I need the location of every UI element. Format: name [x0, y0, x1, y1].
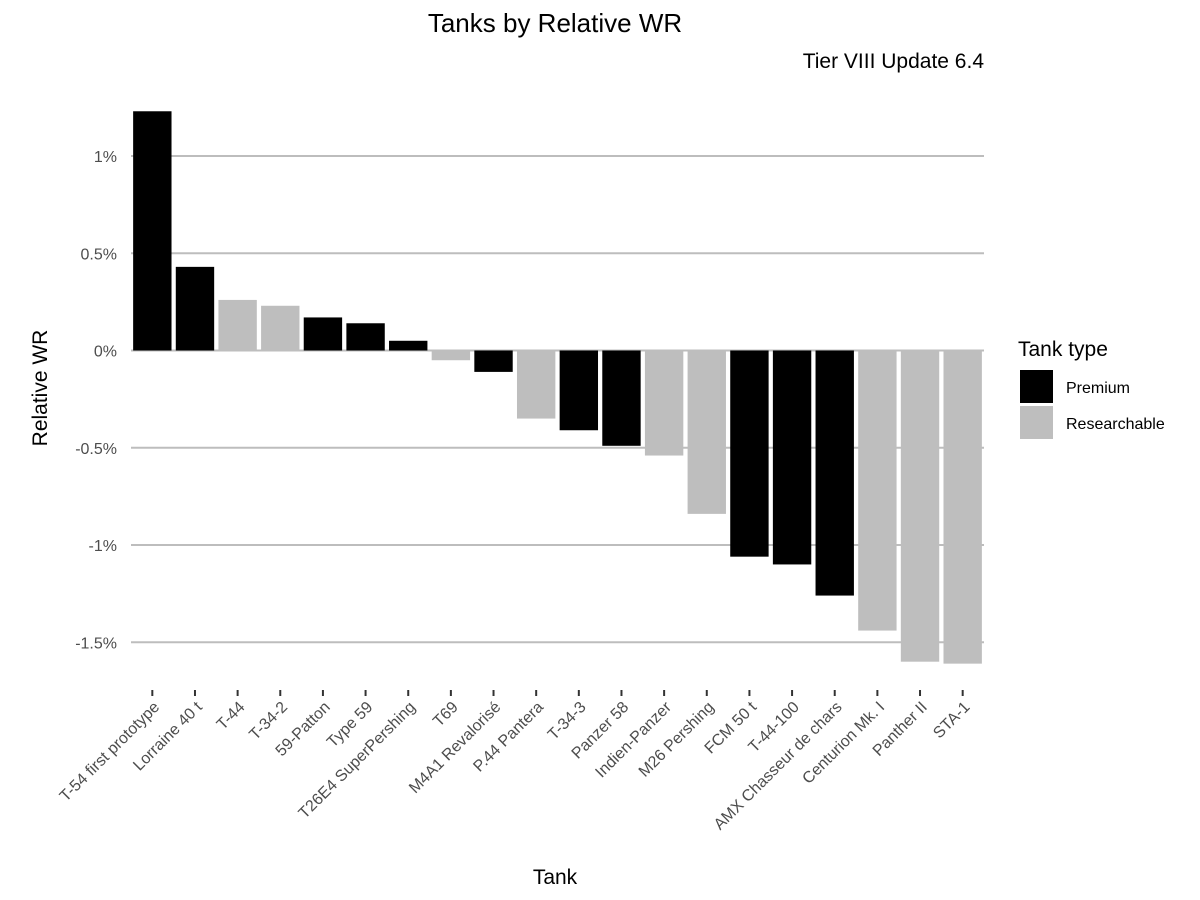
chart-subtitle: Tier VIII Update 6.4	[803, 50, 985, 73]
legend: Tank type Premium Researchable	[1018, 338, 1165, 439]
bar	[559, 350, 599, 431]
bar	[389, 340, 428, 351]
x-tick-label: STA-1	[930, 699, 973, 742]
bar	[687, 350, 726, 514]
bar	[900, 350, 940, 662]
y-tick-label: -1%	[89, 538, 117, 555]
bar	[133, 111, 172, 351]
bar	[261, 305, 300, 351]
bar	[772, 350, 812, 565]
bar	[218, 299, 257, 351]
x-tick-label: T-44	[214, 699, 249, 734]
y-tick-label: 0.5%	[81, 246, 117, 263]
y-tick-label: -1.5%	[75, 635, 117, 652]
x-tick-label: Indien-Panzer	[592, 698, 675, 781]
bar	[431, 350, 471, 361]
bar	[474, 350, 513, 372]
bar	[303, 317, 343, 351]
legend-label: Premium	[1066, 380, 1130, 397]
y-tick-label: 0%	[94, 344, 117, 361]
bar	[858, 350, 897, 631]
bar	[175, 266, 215, 351]
gridlines	[131, 155, 984, 644]
chart-title: Tanks by Relative WR	[428, 8, 682, 38]
bar	[644, 350, 684, 456]
bar	[815, 350, 854, 596]
y-axis-title: Relative WR	[29, 330, 52, 447]
x-tick-label: M26 Pershing	[636, 699, 718, 781]
bar	[730, 350, 769, 557]
x-axis-title: Tank	[533, 866, 578, 889]
bar	[602, 350, 641, 446]
y-axis: 1% 0.5% 0% -0.5% -1% -1.5%	[75, 149, 117, 652]
legend-title: Tank type	[1018, 338, 1108, 361]
y-tick-label: -0.5%	[75, 441, 117, 458]
bar	[943, 350, 982, 664]
legend-swatch	[1020, 370, 1053, 403]
legend-label: Researchable	[1066, 416, 1165, 433]
x-tick-label: T69	[430, 699, 462, 731]
y-tick-label: 1%	[94, 149, 117, 166]
bar	[516, 350, 556, 419]
bar	[346, 323, 385, 351]
bars	[133, 111, 982, 664]
legend-swatch	[1020, 406, 1053, 439]
